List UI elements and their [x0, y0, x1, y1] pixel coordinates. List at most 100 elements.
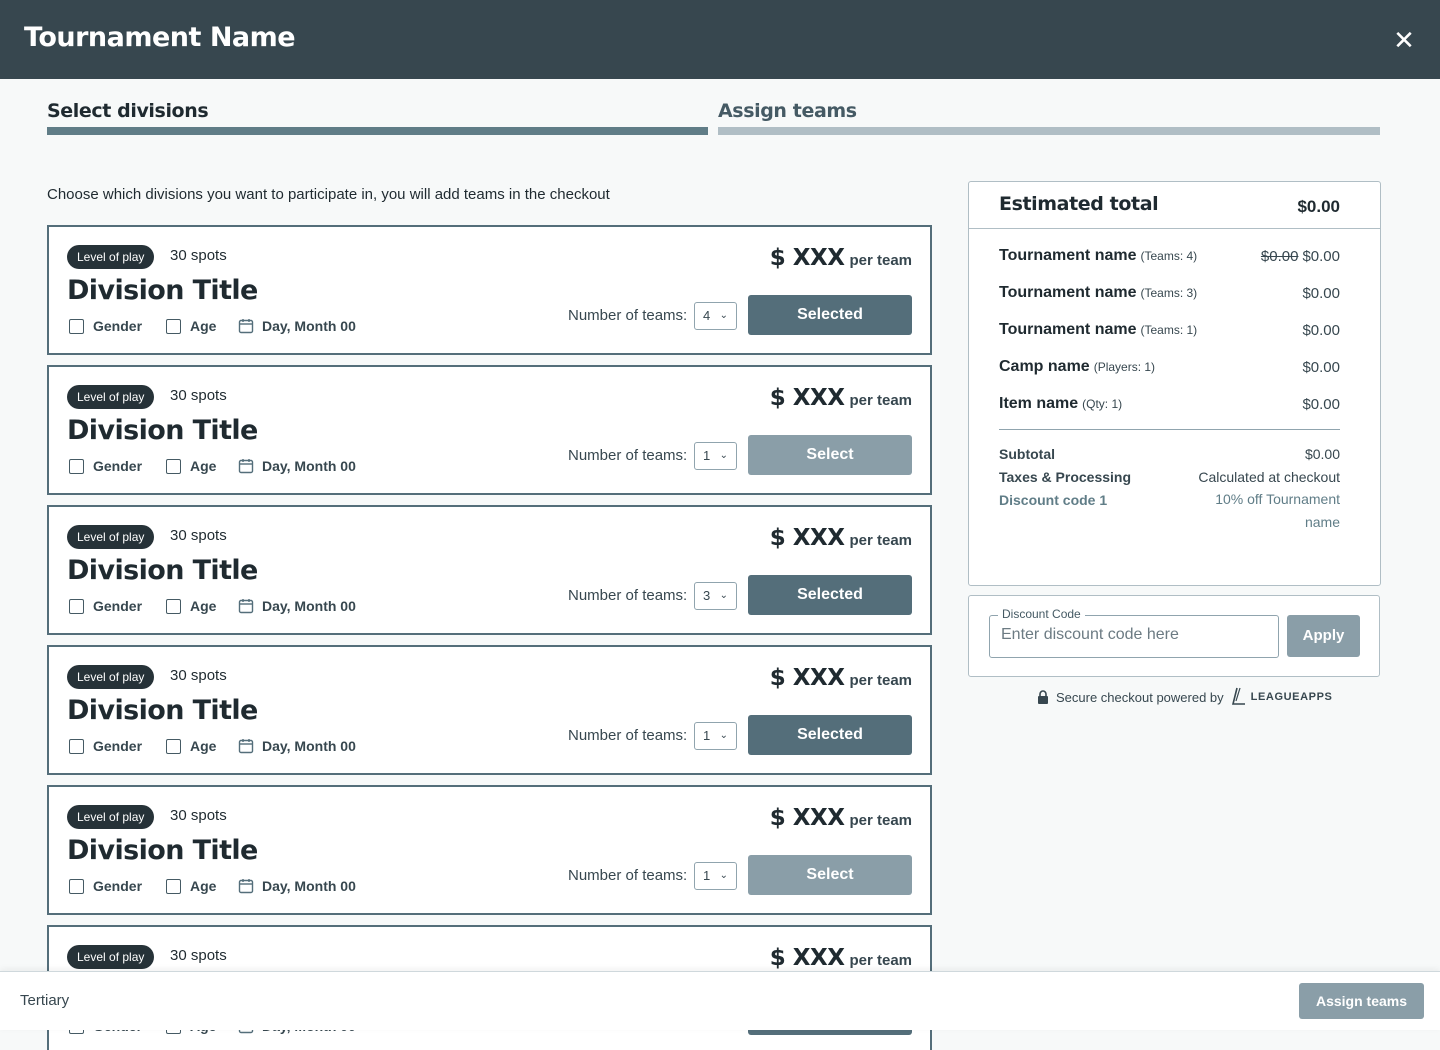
age-checkbox[interactable] — [166, 458, 181, 474]
modal-header: Tournament Name ✕ — [0, 0, 1440, 79]
tertiary-button[interactable]: Tertiary — [20, 992, 70, 1009]
price-unit: per team — [849, 392, 912, 409]
summary-line-item: Tournament name (Teams: 4) $0.00 $0.00 — [999, 247, 1340, 269]
select-division-button[interactable]: Selected — [748, 715, 912, 755]
gender-checkbox[interactable] — [69, 458, 84, 474]
chevron-down-icon: ⌄ — [719, 450, 728, 461]
division-date: Day, Month 00 — [238, 876, 356, 896]
item-label: Tournament name — [999, 247, 1137, 264]
gender-label: Gender — [93, 738, 143, 754]
level-of-play-badge: Level of play — [67, 525, 155, 549]
number-of-teams-select[interactable]: 4 ⌄ — [694, 302, 737, 330]
apply-button[interactable]: Apply — [1287, 615, 1360, 657]
division-title: Division Title — [67, 275, 258, 306]
spots-count: 30 spots — [170, 247, 227, 264]
close-icon[interactable]: ✕ — [1393, 25, 1415, 55]
item-name: Tournament name (Teams: 4) — [999, 247, 1197, 265]
age-filter[interactable]: Age — [166, 316, 216, 336]
step-select-divisions[interactable]: Select divisions — [47, 100, 708, 136]
step-assign-teams[interactable]: Assign teams — [718, 100, 1380, 136]
gender-filter[interactable]: Gender — [69, 316, 142, 336]
discount-code-field[interactable]: Discount Code — [989, 607, 1279, 658]
item-original-price: $0.00 — [1260, 248, 1299, 265]
discount-code-panel: Discount Code Apply — [968, 595, 1380, 677]
gender-filter[interactable]: Gender — [69, 596, 142, 616]
age-filter[interactable]: Age — [166, 596, 216, 616]
date-label: Day, Month 00 — [262, 318, 356, 334]
summary-line-item: Tournament name (Teams: 3) $0.00 — [999, 284, 1340, 306]
age-checkbox[interactable] — [166, 318, 181, 334]
date-label: Day, Month 00 — [262, 458, 356, 474]
item-price-value: $0.00 — [1302, 396, 1340, 413]
age-filter[interactable]: Age — [166, 876, 216, 896]
age-checkbox[interactable] — [166, 598, 181, 614]
gender-checkbox[interactable] — [69, 598, 84, 614]
age-filter[interactable]: Age — [166, 736, 216, 756]
subtotal-label: Subtotal — [999, 446, 1055, 462]
gender-filter[interactable]: Gender — [69, 736, 142, 756]
assign-teams-button[interactable]: Assign teams — [1299, 983, 1424, 1019]
level-of-play-badge: Level of play — [67, 945, 155, 969]
date-label: Day, Month 00 — [262, 878, 356, 894]
division-card: Level of play 30 spots Division Title Gende… — [47, 785, 932, 915]
select-division-button[interactable]: Selected — [748, 295, 912, 335]
leagueapps-logo: LEAGUEAPPS — [1230, 687, 1333, 707]
item-price: $0.00 — [1302, 396, 1340, 413]
price-amount: $ XXX — [769, 245, 845, 271]
date-label: Day, Month 00 — [262, 738, 356, 754]
gender-checkbox[interactable] — [69, 738, 84, 754]
select-division-button[interactable]: Select — [748, 435, 912, 475]
number-of-teams-label: Number of teams: — [568, 587, 688, 604]
spots-count: 30 spots — [170, 807, 227, 824]
number-of-teams-select[interactable]: 1⌄ — [694, 722, 737, 750]
item-label: Item name — [999, 395, 1079, 412]
gender-filter[interactable]: Gender — [69, 876, 142, 896]
number-of-teams-select[interactable]: 1⌄ — [694, 442, 737, 470]
discount-code-input[interactable] — [1001, 626, 1261, 644]
order-summary: Estimated total $0.00 Tournament name (Te… — [968, 181, 1381, 586]
number-of-teams-select[interactable]: 1⌄ — [694, 862, 737, 890]
level-of-play-badge: Level of play — [67, 245, 155, 269]
stepper: Select divisions Assign teams — [47, 100, 1380, 136]
price-unit: per team — [849, 952, 912, 969]
division-date: Day, Month 00 — [238, 456, 356, 476]
age-checkbox[interactable] — [166, 738, 181, 754]
division-price: $ XXX per team — [770, 805, 912, 831]
gender-checkbox[interactable] — [69, 318, 84, 334]
age-filter[interactable]: Age — [166, 456, 216, 476]
item-label: Tournament name — [999, 321, 1137, 338]
gender-label: Gender — [93, 878, 143, 894]
age-checkbox[interactable] — [166, 878, 181, 894]
age-label: Age — [190, 738, 217, 754]
division-title: Division Title — [67, 555, 258, 586]
division-list: Level of play 30 spots Division Title Gende… — [47, 225, 932, 1050]
spots-count: 30 spots — [170, 947, 227, 964]
chevron-down-icon: ⌄ — [719, 590, 728, 601]
step-label: Assign teams — [718, 100, 857, 122]
lock-icon — [1038, 690, 1048, 704]
price-amount: $ XXX — [769, 525, 845, 551]
item-label: Tournament name — [999, 284, 1137, 301]
item-qty: (Teams: 1) — [1140, 323, 1198, 337]
step-progress-bar — [47, 127, 708, 135]
age-label: Age — [190, 598, 217, 614]
division-date: Day, Month 00 — [238, 596, 356, 616]
gender-filter[interactable]: Gender — [69, 456, 142, 476]
price-amount: $ XXX — [769, 385, 845, 411]
number-of-teams-select[interactable]: 3 ⌄ — [694, 582, 737, 610]
number-of-teams-label: Number of teams: — [568, 727, 688, 744]
select-division-button[interactable]: Select — [748, 855, 912, 895]
select-division-button[interactable]: Selected — [748, 575, 912, 615]
summary-line-item: Tournament name (Teams: 1) $0.00 — [999, 321, 1340, 343]
step-progress-bar — [718, 127, 1380, 135]
division-card: Level of play 30 spots Division Title Gende… — [47, 505, 932, 635]
price-unit: per team — [849, 532, 912, 549]
item-qty: (Teams: 3) — [1140, 286, 1198, 300]
item-price: $0.00 — [1302, 285, 1340, 302]
division-card: Level of play 30 spots Division Title Gende… — [47, 365, 932, 495]
gender-checkbox[interactable] — [69, 878, 84, 894]
division-card: Level of play 30 spots Division Title Gende… — [47, 645, 932, 775]
number-of-teams-value: 1 — [703, 448, 711, 463]
discount-label: Discount code 1 — [999, 492, 1108, 508]
number-of-teams-label: Number of teams: — [568, 447, 688, 464]
